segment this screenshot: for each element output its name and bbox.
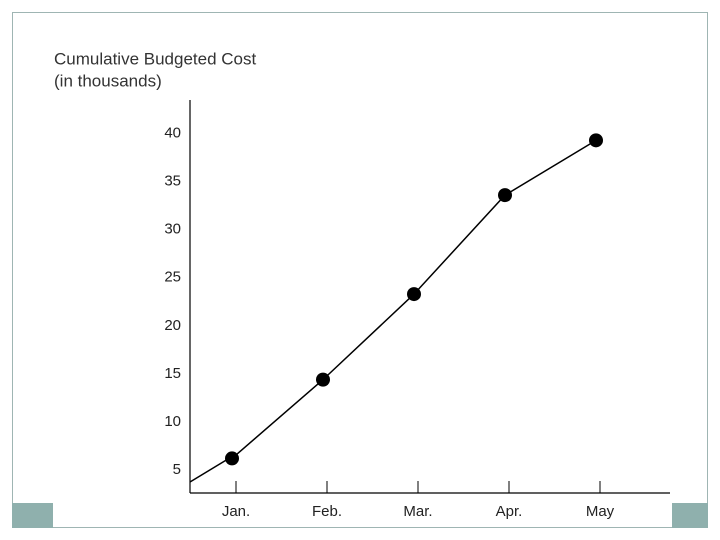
- y-tick-label: 30: [164, 221, 181, 238]
- data-point: [316, 372, 330, 387]
- footer-bar-right: [672, 503, 708, 528]
- x-tick-label: Apr.: [496, 503, 523, 520]
- y-tick-label: 15: [164, 365, 181, 382]
- y-tick-label: 20: [164, 317, 181, 334]
- line-lead-in: [189, 458, 229, 483]
- y-tick-label: 25: [164, 269, 181, 286]
- data-point: [589, 133, 603, 148]
- slide-border: [12, 12, 708, 528]
- y-tick-label: 5: [173, 461, 181, 478]
- chart-subtitle: (in thousands): [54, 71, 162, 90]
- y-tick-label: 40: [164, 125, 181, 142]
- chart-title: Cumulative Budgeted Cost: [54, 49, 257, 68]
- y-tick-label: 35: [164, 173, 181, 190]
- x-tick-label: Mar.: [403, 503, 432, 520]
- x-tick-label: Feb.: [312, 503, 342, 520]
- x-tick-label: Jan.: [222, 503, 250, 520]
- y-tick-label: 10: [164, 413, 181, 430]
- data-point: [498, 188, 512, 203]
- footer-bar-left: [12, 503, 53, 528]
- x-tick-label: May: [586, 503, 615, 520]
- data-point: [225, 451, 239, 466]
- data-point: [407, 287, 421, 302]
